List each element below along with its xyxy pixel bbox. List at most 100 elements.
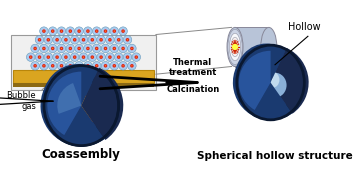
Circle shape [27, 53, 35, 61]
Circle shape [48, 57, 49, 58]
Circle shape [77, 47, 81, 50]
Circle shape [97, 53, 106, 61]
Text: Thermal
treatment: Thermal treatment [169, 58, 217, 77]
Circle shape [110, 62, 118, 70]
Circle shape [123, 36, 132, 44]
Circle shape [39, 27, 48, 35]
Circle shape [101, 44, 110, 53]
Circle shape [127, 39, 128, 40]
Circle shape [114, 31, 115, 32]
Circle shape [65, 57, 66, 58]
Circle shape [118, 57, 119, 58]
Circle shape [101, 27, 110, 35]
Circle shape [61, 48, 62, 49]
Circle shape [122, 48, 124, 49]
FancyBboxPatch shape [11, 35, 156, 90]
Circle shape [33, 64, 37, 68]
Ellipse shape [261, 27, 277, 67]
Circle shape [79, 53, 88, 61]
Circle shape [31, 44, 39, 53]
Circle shape [128, 62, 136, 70]
Text: Calcination: Calcination [166, 85, 219, 94]
Circle shape [122, 31, 124, 32]
Circle shape [53, 53, 61, 61]
Circle shape [130, 64, 134, 68]
Ellipse shape [235, 43, 297, 113]
Circle shape [29, 55, 33, 59]
Circle shape [57, 62, 66, 70]
Circle shape [126, 55, 129, 59]
Circle shape [48, 27, 57, 35]
Circle shape [61, 65, 62, 66]
Circle shape [64, 38, 68, 42]
Circle shape [39, 57, 40, 58]
Circle shape [73, 38, 76, 42]
Circle shape [66, 62, 75, 70]
Circle shape [57, 44, 66, 53]
Circle shape [79, 48, 80, 49]
Circle shape [135, 55, 138, 59]
Ellipse shape [51, 75, 85, 105]
Circle shape [69, 47, 72, 50]
Circle shape [119, 27, 127, 35]
Circle shape [35, 36, 44, 44]
Circle shape [57, 27, 66, 35]
Circle shape [42, 64, 46, 68]
Circle shape [121, 47, 125, 50]
Circle shape [69, 64, 72, 68]
Circle shape [60, 64, 63, 68]
Circle shape [115, 36, 123, 44]
Circle shape [112, 64, 116, 68]
Circle shape [123, 53, 132, 61]
Circle shape [74, 39, 75, 40]
Circle shape [43, 31, 45, 32]
Polygon shape [235, 27, 269, 67]
Ellipse shape [266, 73, 273, 82]
Circle shape [73, 55, 76, 59]
Circle shape [39, 44, 48, 53]
Circle shape [110, 27, 118, 35]
Circle shape [112, 47, 116, 50]
Circle shape [70, 31, 71, 32]
Wedge shape [81, 67, 123, 140]
Circle shape [127, 57, 128, 58]
Circle shape [131, 65, 132, 66]
Circle shape [62, 53, 70, 61]
Circle shape [55, 55, 59, 59]
Circle shape [92, 39, 93, 40]
Circle shape [105, 65, 106, 66]
Circle shape [42, 29, 46, 33]
Circle shape [114, 65, 115, 66]
Ellipse shape [231, 37, 239, 57]
Circle shape [86, 47, 90, 50]
Circle shape [79, 31, 80, 32]
Ellipse shape [73, 95, 100, 123]
Ellipse shape [77, 98, 88, 108]
Circle shape [87, 31, 89, 32]
Circle shape [70, 65, 71, 66]
Circle shape [52, 48, 53, 49]
Circle shape [75, 44, 83, 53]
Ellipse shape [237, 45, 304, 120]
Circle shape [90, 55, 94, 59]
Circle shape [77, 64, 81, 68]
Circle shape [31, 62, 39, 70]
Circle shape [95, 64, 98, 68]
Wedge shape [47, 72, 81, 135]
Circle shape [128, 44, 136, 53]
Ellipse shape [75, 96, 95, 117]
Ellipse shape [42, 64, 111, 138]
Circle shape [87, 65, 89, 66]
Circle shape [34, 48, 36, 49]
Circle shape [43, 65, 45, 66]
Circle shape [70, 48, 71, 49]
Circle shape [106, 53, 114, 61]
Circle shape [52, 31, 53, 32]
Wedge shape [41, 65, 105, 146]
Circle shape [119, 44, 127, 53]
Circle shape [109, 57, 111, 58]
Ellipse shape [229, 33, 241, 61]
Circle shape [43, 48, 45, 49]
Circle shape [95, 29, 98, 33]
Circle shape [112, 29, 116, 33]
